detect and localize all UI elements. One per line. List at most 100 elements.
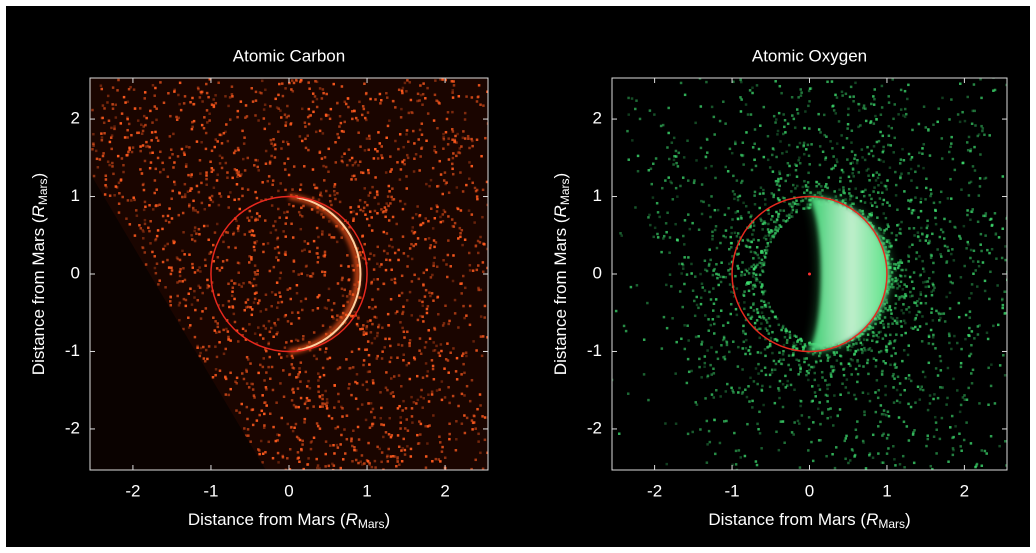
emission-pixel [428, 424, 431, 427]
emission-pixel [401, 292, 404, 295]
emission-pixel [167, 92, 170, 95]
emission-pixel [826, 187, 829, 190]
emission-pixel [397, 259, 400, 262]
emission-pixel [832, 366, 835, 369]
emission-pixel [729, 236, 732, 239]
emission-pixel [799, 142, 802, 145]
emission-pixel [410, 448, 413, 451]
emission-pixel [179, 268, 182, 271]
emission-pixel [483, 243, 486, 246]
emission-pixel [764, 348, 767, 351]
emission-pixel [858, 338, 861, 341]
emission-pixel [121, 157, 124, 160]
emission-pixel [749, 246, 752, 249]
emission-pixel [333, 384, 336, 387]
emission-pixel [325, 166, 328, 169]
emission-pixel [388, 338, 391, 341]
emission-pixel [417, 93, 420, 96]
emission-pixel [826, 384, 829, 387]
emission-pixel [277, 452, 280, 455]
emission-pixel [208, 253, 211, 256]
emission-pixel [643, 338, 646, 341]
emission-pixel [814, 372, 817, 375]
emission-pixel [208, 119, 211, 122]
emission-pixel [300, 79, 303, 82]
emission-pixel [418, 215, 421, 218]
emission-pixel [928, 336, 931, 339]
emission-pixel [932, 123, 935, 126]
emission-pixel [711, 393, 714, 396]
emission-pixel [453, 84, 456, 87]
emission-pixel [289, 287, 292, 290]
emission-pixel [829, 416, 832, 419]
emission-pixel [454, 299, 457, 302]
emission-pixel [262, 243, 265, 246]
emission-pixel [406, 187, 409, 190]
emission-pixel [839, 346, 842, 349]
emission-pixel [189, 189, 192, 192]
emission-pixel [214, 374, 217, 377]
label-part: R [29, 205, 48, 217]
emission-pixel [307, 463, 310, 466]
emission-pixel [851, 129, 854, 132]
emission-pixel [867, 373, 870, 376]
emission-pixel [306, 274, 309, 277]
emission-pixel [998, 445, 1001, 448]
emission-pixel [300, 397, 303, 400]
emission-pixel [894, 464, 897, 467]
emission-pixel [246, 356, 249, 359]
emission-pixel [242, 158, 245, 161]
emission-pixel [300, 228, 303, 231]
emission-pixel [683, 243, 686, 246]
emission-pixel [350, 178, 353, 181]
emission-pixel [309, 275, 312, 278]
emission-pixel [981, 130, 984, 133]
emission-pixel [886, 240, 889, 243]
emission-pixel [795, 199, 798, 202]
emission-pixel [972, 272, 975, 275]
emission-pixel [950, 98, 953, 101]
emission-pixel [277, 94, 280, 97]
emission-pixel [896, 224, 899, 227]
emission-pixel [301, 443, 304, 446]
emission-pixel [187, 190, 190, 193]
emission-pixel [208, 285, 211, 288]
emission-pixel [307, 242, 310, 245]
emission-pixel [709, 259, 712, 262]
emission-pixel [882, 323, 885, 326]
emission-pixel [471, 145, 474, 148]
y-tick-label: -1 [587, 341, 602, 360]
emission-pixel [139, 150, 142, 153]
emission-pixel [851, 345, 854, 348]
emission-pixel [254, 271, 256, 274]
emission-pixel [134, 234, 137, 237]
emission-pixel [292, 391, 295, 394]
emission-pixel [419, 84, 422, 87]
emission-pixel [667, 176, 670, 179]
emission-pixel [247, 428, 250, 431]
emission-pixel [484, 305, 487, 308]
emission-pixel [355, 459, 358, 462]
emission-pixel [326, 398, 329, 401]
emission-pixel [264, 103, 267, 106]
emission-pixel [720, 281, 723, 284]
emission-pixel [671, 317, 674, 320]
emission-pixel [197, 211, 200, 214]
emission-pixel [188, 292, 191, 295]
emission-pixel [779, 140, 782, 143]
emission-pixel [316, 247, 319, 250]
emission-pixel [970, 249, 973, 252]
emission-pixel [767, 228, 770, 231]
emission-pixel [862, 213, 865, 216]
emission-pixel [208, 345, 211, 348]
emission-pixel [817, 113, 820, 116]
emission-pixel [290, 340, 293, 343]
emission-pixel [396, 356, 399, 359]
emission-pixel [988, 298, 991, 301]
emission-pixel [948, 342, 951, 345]
emission-pixel [209, 197, 212, 200]
emission-pixel [369, 210, 372, 213]
x-tick-label: -1 [724, 481, 739, 500]
emission-pixel [419, 433, 422, 436]
emission-pixel [929, 154, 932, 157]
